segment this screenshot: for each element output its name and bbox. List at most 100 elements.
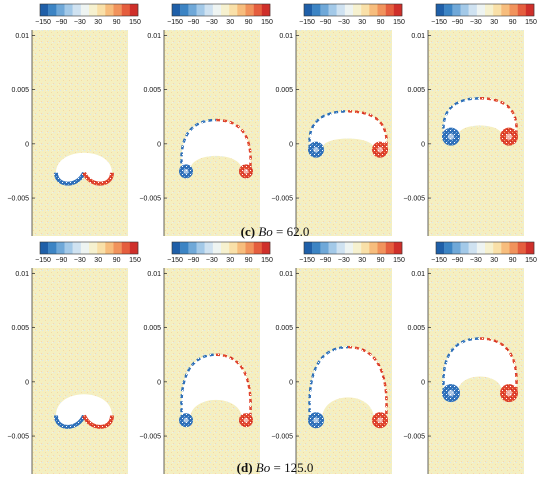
colorbar-swatch (436, 4, 445, 16)
colorbar-swatch (336, 4, 346, 16)
colorbar-tick-label: 150 (393, 257, 405, 264)
vorticity-negative-band (180, 118, 217, 171)
colorbar-swatch (196, 242, 205, 254)
colorbar-swatch (444, 242, 453, 254)
bubble (54, 394, 114, 429)
vortex-negative-core (313, 146, 319, 153)
colorbar-swatch (312, 242, 321, 254)
colorbar-tick-label: 30 (358, 19, 366, 26)
colorbar-tick-label: −30 (206, 19, 218, 26)
colorbar-swatch (501, 242, 510, 254)
y-tick-label: 0 (289, 141, 293, 148)
colorbar-swatch (509, 4, 518, 16)
colorbar-tick-label: −90 (319, 257, 331, 264)
colorbar-swatch (468, 4, 478, 16)
y-tick-label: 0.005 (11, 325, 29, 332)
y-tick-label: −0.005 (403, 196, 425, 203)
colorbar-swatch (460, 242, 469, 254)
colorbar-swatch (204, 242, 214, 254)
colorbar-swatch (245, 242, 254, 254)
colorbar-tick-label: 30 (490, 19, 498, 26)
y-tick-label: 0.01 (411, 271, 425, 278)
bubble-core (309, 347, 387, 420)
bubble-core (309, 111, 387, 149)
bubble-core (443, 98, 517, 136)
colorbar-frame (171, 3, 271, 17)
vorticity-positive-band (347, 345, 388, 420)
panel-r0-c3: −150 −90 −30 30 90 150 0.01 0.005 0 −0.005 (403, 3, 537, 236)
colorbar-swatch (385, 4, 395, 16)
colorbar-swatch (460, 4, 469, 16)
colorbar-swatch (304, 242, 313, 254)
colorbar-swatch (476, 242, 486, 254)
colorbar-swatch (229, 4, 238, 16)
y-tick-label: 0 (25, 379, 29, 386)
colorbar-tick-label: −150 (35, 257, 51, 264)
caption-row-c-variable: Bo (258, 224, 273, 239)
colorbar-swatch (436, 242, 445, 254)
colorbar-swatch (476, 4, 486, 16)
vorticity-positive-band (215, 353, 252, 420)
colorbar-swatch (361, 242, 370, 254)
colorbar-swatch (188, 4, 197, 16)
vortex-positive-core (243, 168, 249, 174)
colorbar: −150 −90 −30 30 90 150 (299, 3, 405, 26)
colorbar-swatch (253, 4, 263, 16)
colorbar-swatch (509, 242, 518, 254)
y-tick-label: 0.01 (411, 33, 425, 40)
colorbar: −150 −90 −30 30 90 150 (431, 3, 537, 26)
colorbar-tick-label: 150 (261, 19, 273, 26)
colorbar-swatch (237, 4, 246, 16)
colorbar-tick-label: 90 (377, 257, 385, 264)
colorbar-tick-label: −90 (451, 19, 463, 26)
colorbar-tick-label: −30 (206, 257, 218, 264)
y-tick-label: 0 (157, 379, 161, 386)
colorbar-swatch (344, 4, 354, 16)
colorbar-swatch (89, 4, 98, 16)
colorbar-swatch (261, 242, 271, 254)
colorbar-tick-label: −30 (338, 19, 350, 26)
colorbar-swatch (229, 242, 238, 254)
colorbar-swatch (172, 4, 181, 16)
colorbar-tick-label: 150 (261, 257, 273, 264)
colorbar-swatch (253, 242, 263, 254)
colorbar-tick-label: 90 (509, 19, 517, 26)
y-tick-label: 0.005 (143, 87, 161, 94)
colorbar-swatch (501, 4, 510, 16)
bubble (442, 97, 518, 146)
y-tick-label: 0.005 (143, 325, 161, 332)
panel-r1-c0: −150 −90 −30 30 90 150 0.01 0.005 0 −0.005 (7, 241, 141, 474)
y-tick-label: 0.01 (147, 33, 161, 40)
bubble (54, 152, 114, 186)
vorticity-negative-band (442, 337, 481, 393)
colorbar-swatch (320, 4, 329, 16)
colorbar-swatch (517, 4, 527, 16)
colorbar-swatch (180, 4, 189, 16)
bubble-core (181, 119, 251, 171)
colorbar-swatch (485, 4, 494, 16)
colorbar-frame (435, 241, 535, 255)
colorbar-swatch (40, 4, 49, 16)
bubble (308, 110, 388, 158)
panel-r1-c1: −150 −90 −30 30 90 150 0.01 0.005 0 −0.005 (139, 241, 273, 474)
bubble-core (443, 338, 517, 393)
colorbar: −150 −90 −30 30 90 150 (431, 241, 537, 264)
y-tick-label: 0.005 (407, 87, 425, 94)
y-tick-label: 0 (289, 379, 293, 386)
colorbar-swatch (361, 4, 370, 16)
vorticity-negative-band (180, 353, 217, 420)
vortex-positive-core (243, 417, 249, 423)
vortex-positive-core (505, 389, 513, 397)
bubble (308, 345, 388, 429)
colorbar-tick-label: 30 (226, 19, 234, 26)
colorbar-tick-label: 90 (377, 19, 385, 26)
y-tick-label: 0.01 (15, 271, 29, 278)
colorbar-tick-label: −150 (299, 19, 315, 26)
colorbar-swatch (97, 4, 106, 16)
colorbar-swatch (221, 242, 230, 254)
colorbar-swatch (121, 4, 131, 16)
vortex-positive-core (377, 417, 383, 424)
panel-r1-c3: −150 −90 −30 30 90 150 0.01 0.005 0 −0.005 (403, 241, 537, 474)
y-tick-label: −0.005 (139, 434, 161, 441)
